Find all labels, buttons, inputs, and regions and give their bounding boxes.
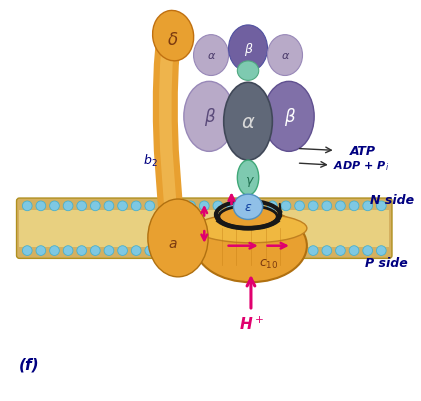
Circle shape — [91, 246, 100, 256]
Text: ε: ε — [245, 201, 251, 214]
Circle shape — [308, 246, 318, 256]
Circle shape — [281, 246, 291, 256]
Circle shape — [36, 246, 46, 256]
Circle shape — [172, 246, 182, 256]
Text: H$^+$: H$^+$ — [239, 315, 263, 332]
Text: α: α — [281, 51, 289, 61]
Circle shape — [200, 201, 209, 211]
Circle shape — [254, 201, 264, 211]
Bar — [19, 210, 389, 247]
Circle shape — [240, 201, 250, 211]
Circle shape — [336, 246, 345, 256]
Ellipse shape — [195, 214, 307, 243]
Text: δ: δ — [168, 30, 178, 49]
Circle shape — [226, 201, 236, 211]
Circle shape — [336, 201, 345, 211]
Circle shape — [145, 201, 155, 211]
Ellipse shape — [224, 83, 272, 161]
Circle shape — [254, 246, 264, 256]
Circle shape — [22, 246, 32, 256]
Circle shape — [186, 201, 195, 211]
Circle shape — [213, 201, 223, 211]
Text: β: β — [204, 108, 214, 126]
Circle shape — [91, 201, 100, 211]
Circle shape — [213, 246, 223, 256]
FancyBboxPatch shape — [16, 198, 392, 259]
Circle shape — [363, 246, 373, 256]
Circle shape — [349, 201, 359, 211]
Circle shape — [226, 246, 236, 256]
Ellipse shape — [233, 194, 263, 220]
Circle shape — [186, 246, 195, 256]
Ellipse shape — [229, 26, 267, 73]
Circle shape — [240, 246, 250, 256]
Text: γ: γ — [245, 174, 253, 186]
Circle shape — [131, 201, 141, 211]
Circle shape — [63, 246, 73, 256]
Ellipse shape — [184, 82, 234, 152]
Circle shape — [322, 201, 332, 211]
Ellipse shape — [237, 161, 259, 196]
Circle shape — [131, 246, 141, 256]
Circle shape — [77, 246, 87, 256]
Circle shape — [50, 201, 59, 211]
Text: ATP: ATP — [350, 144, 376, 158]
Ellipse shape — [219, 207, 277, 228]
Ellipse shape — [152, 11, 194, 62]
Circle shape — [22, 201, 32, 211]
Circle shape — [363, 201, 373, 211]
Circle shape — [36, 201, 46, 211]
Circle shape — [159, 201, 168, 211]
Circle shape — [172, 201, 182, 211]
Circle shape — [145, 246, 155, 256]
Ellipse shape — [148, 200, 208, 277]
Ellipse shape — [237, 62, 259, 81]
Text: b$_2$: b$_2$ — [144, 153, 158, 169]
Text: c$_{10}$: c$_{10}$ — [258, 257, 278, 270]
Circle shape — [118, 246, 128, 256]
Circle shape — [267, 201, 277, 211]
Circle shape — [349, 246, 359, 256]
Circle shape — [295, 246, 304, 256]
Circle shape — [376, 201, 386, 211]
Circle shape — [267, 246, 277, 256]
Circle shape — [159, 246, 168, 256]
Text: (f): (f) — [19, 357, 40, 372]
Text: β: β — [244, 43, 252, 56]
Circle shape — [322, 246, 332, 256]
Circle shape — [308, 201, 318, 211]
Text: P side: P side — [365, 256, 408, 269]
Text: a: a — [169, 236, 177, 250]
Circle shape — [104, 201, 114, 211]
Ellipse shape — [264, 82, 314, 152]
Ellipse shape — [267, 36, 303, 76]
Text: ADP + P$_i$: ADP + P$_i$ — [333, 159, 389, 172]
Circle shape — [104, 246, 114, 256]
Circle shape — [63, 201, 73, 211]
Circle shape — [376, 246, 386, 256]
Ellipse shape — [195, 210, 307, 282]
Circle shape — [200, 246, 209, 256]
Ellipse shape — [194, 36, 229, 76]
Circle shape — [50, 246, 59, 256]
Circle shape — [118, 201, 128, 211]
Circle shape — [281, 201, 291, 211]
Text: β: β — [284, 108, 294, 126]
Circle shape — [295, 201, 304, 211]
Text: α: α — [242, 112, 254, 132]
Circle shape — [77, 201, 87, 211]
Text: α: α — [208, 51, 215, 61]
Text: N side: N side — [370, 193, 414, 206]
